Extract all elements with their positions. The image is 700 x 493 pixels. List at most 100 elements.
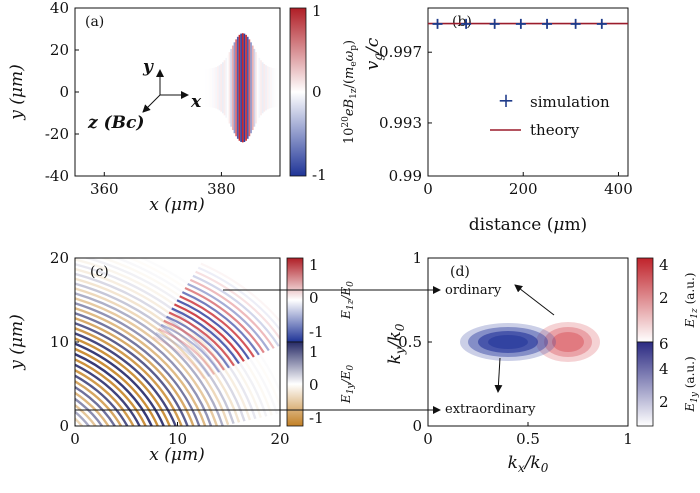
ordinary-wavefront <box>187 282 270 352</box>
pulse-stripe <box>263 63 266 112</box>
panel-a-label: (a) <box>85 14 104 30</box>
extraordinary-wavefront <box>75 327 183 426</box>
pulse-stripe <box>214 68 216 108</box>
pulse-stripe <box>266 66 269 110</box>
ordinary-wavefront <box>189 278 275 349</box>
ytick-label: 0 <box>59 417 69 435</box>
panel-d-cb-label-bottom: E1y (a.u.) <box>683 356 700 412</box>
legend-sim-marker: + <box>498 88 515 112</box>
inset-y-label: y <box>142 57 154 77</box>
extraordinary-blob <box>488 335 528 349</box>
panel-d-xlabel: kx/k0 <box>508 453 549 475</box>
ordinary-wavefront <box>192 274 280 347</box>
pulse-stripe <box>260 60 262 116</box>
panel-d-colorbar-bottom <box>636 341 654 427</box>
extraordinary-wavefront <box>75 363 141 426</box>
pulse-stripe <box>246 36 249 139</box>
pulse-stripe <box>268 67 271 109</box>
pulse-stripe <box>235 39 237 137</box>
panel-d-xticks: 0 0.5 1 <box>423 422 633 448</box>
panel-b-marks <box>428 18 628 29</box>
ordinary-blob <box>552 332 584 352</box>
ytick-label: 0.5 <box>398 333 422 351</box>
ytick-label: 40 <box>50 0 69 17</box>
extraordinary-wavefront <box>75 337 171 426</box>
ytick-label: 0 <box>412 417 422 435</box>
pulse-stripe <box>265 65 267 111</box>
xtick-label: 1 <box>623 430 633 448</box>
extraordinary-wavefront <box>75 302 213 426</box>
panel-d: (d) 10.50 0 0.5 1 kx/k0 ky/k0 ordinary ext… <box>385 249 700 475</box>
pulse-stripe <box>255 52 257 124</box>
panel-c-cbt-1: 1 <box>309 256 319 274</box>
extraordinary-wavefront <box>75 277 241 423</box>
ordinary-wavefront <box>158 327 215 375</box>
legend-theory: theory <box>530 121 580 139</box>
pulse-stripe <box>236 36 239 139</box>
xtick-label: 380 <box>207 180 236 198</box>
ordinary-wavefront <box>155 331 211 378</box>
panel-a: (a) 40 20 0 -20 -40 360 380 x (μm) y (μm) y x… <box>7 0 359 215</box>
extraordinary-wavefront <box>75 342 165 426</box>
panel-b: (b) 0.997 0.993 0.99 0 200 400 distance (μm)… <box>363 7 633 235</box>
panel-a-xticks: 360 380 <box>90 172 236 198</box>
ordinary-wavefront <box>152 335 206 380</box>
panel-a-colorbar-label: 1020eB1z/(meωp) <box>341 40 359 144</box>
ordinary-wavefront <box>163 319 225 371</box>
ytick-label: -20 <box>45 125 69 143</box>
panel-c-xlabel: x (μm) <box>149 445 204 465</box>
ytick-label: 0.99 <box>389 167 422 185</box>
panel-b-ylabel: vg/c <box>363 37 385 70</box>
annotation-extraordinary: extraordinary <box>445 402 536 417</box>
panel-b-frame <box>427 7 629 177</box>
pulse-stripe <box>220 63 222 112</box>
ytick-label: 0.997 <box>379 43 422 61</box>
ordinary-wavefront <box>160 323 220 373</box>
ytick-label: 0.993 <box>379 114 422 132</box>
panel-d-cbb-4: 4 <box>659 360 669 378</box>
xtick-label: 20 <box>270 430 289 448</box>
panel-c-cbb-1: 1 <box>309 343 319 361</box>
panel-d-cb-label-top: E1z (a.u.) <box>683 273 700 329</box>
pulse-stripe <box>225 57 227 118</box>
ytick-label: 20 <box>50 41 69 59</box>
xtick-label: 0 <box>70 430 80 448</box>
panel-b-xlabel: distance (μm) <box>469 215 587 235</box>
pulse-stripe <box>223 60 226 116</box>
ordinary-wavefront <box>181 291 260 356</box>
ordinary-wavefront <box>200 262 280 323</box>
ytick-label: 0 <box>59 83 69 101</box>
ordinary-wavefront <box>179 295 255 358</box>
pulse-stripe <box>233 42 236 134</box>
pulse-stripe <box>241 33 244 143</box>
pulse-stripe <box>205 69 207 107</box>
ytick-label: 1 <box>412 249 422 267</box>
ordinary-wavefront <box>197 266 280 332</box>
pulse-stripe <box>273 68 275 107</box>
extraordinary-wavefront <box>75 262 257 420</box>
panel-c-label: (c) <box>90 264 109 280</box>
panel-c-xticks: 0 10 20 <box>70 422 290 448</box>
pulse-stripe <box>218 65 221 111</box>
extraordinary-wavefront <box>75 347 159 426</box>
extraordinary-wavefront <box>75 332 177 426</box>
panel-c-colorbar-top <box>286 257 304 343</box>
pulse-stripe <box>272 68 274 108</box>
panel-d-label: (d) <box>450 264 470 280</box>
simulation-point <box>515 18 526 29</box>
arrow-extraordinary-inner <box>494 357 503 393</box>
panel-d-ylabel: ky/k0 <box>385 323 407 364</box>
inset-x-label: x <box>190 92 202 112</box>
legend-simulation: simulation <box>530 93 610 111</box>
pulse-stripe <box>212 68 214 108</box>
pulse-stripe <box>277 69 279 108</box>
pulse-stripe <box>257 55 259 120</box>
pulse-stripe <box>227 55 229 120</box>
panel-d-cbb-2: 2 <box>659 393 669 411</box>
pulse-stripe <box>238 34 241 141</box>
ordinary-wavefront <box>166 315 230 369</box>
xtick-label: 400 <box>604 180 633 198</box>
extraordinary-wavefront <box>75 397 104 426</box>
pulse-stripe <box>221 62 224 114</box>
